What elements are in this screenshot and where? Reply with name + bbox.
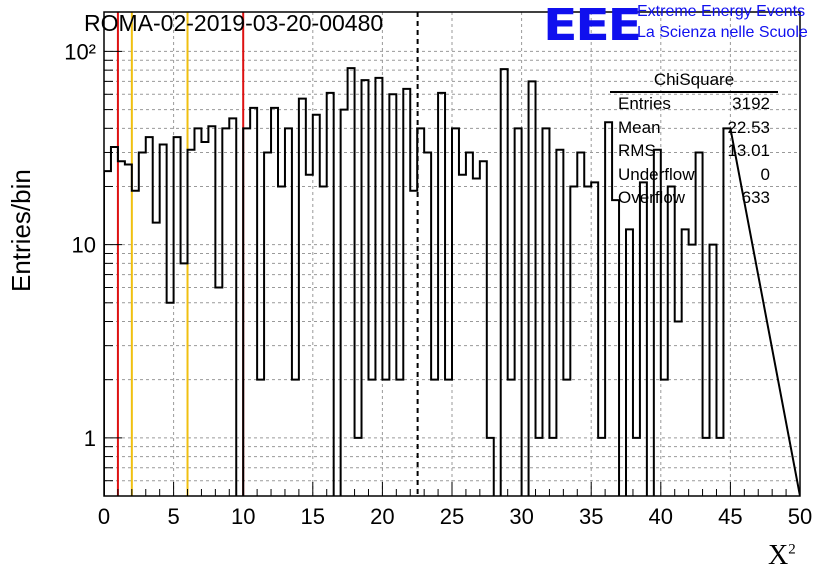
stats-row: Underflow 0 xyxy=(610,164,778,188)
stats-key: Underflow xyxy=(618,164,695,184)
x-tick-label: 10 xyxy=(231,504,255,529)
stats-row: Mean 22.53 xyxy=(610,117,778,141)
x-tick-label: 25 xyxy=(440,504,464,529)
stats-value: 3192 xyxy=(732,94,770,113)
x-axis-label: X2 xyxy=(768,540,796,572)
x-tick-label: 5 xyxy=(167,504,179,529)
stats-title: ChiSquare xyxy=(610,70,778,93)
stats-row: Overflow 633 xyxy=(610,187,778,211)
x-axis-label-sup: 2 xyxy=(788,541,796,558)
x-tick-label: 0 xyxy=(98,504,110,529)
x-tick-label: 50 xyxy=(788,504,812,529)
y-axis-label: Entries/bin xyxy=(6,169,36,292)
histogram-line xyxy=(104,67,800,496)
stats-value: 633 xyxy=(741,188,770,207)
marker-lines xyxy=(116,12,419,496)
x-tick-label: 15 xyxy=(301,504,325,529)
x-axis-label-text: X xyxy=(768,540,789,571)
stats-value: 0 xyxy=(760,164,770,184)
x-tick-label: 45 xyxy=(718,504,742,529)
y-tick-label: 1 xyxy=(84,426,96,451)
y-tick-label: 10 xyxy=(72,233,96,258)
stats-value: 22.53 xyxy=(727,117,770,137)
stats-key: Mean xyxy=(618,117,661,137)
eee-logo: EEE xyxy=(543,0,642,51)
chart-title: ROMA-02-2019-03-20-00480 xyxy=(84,10,384,36)
x-tick-label: 20 xyxy=(370,504,394,529)
x-tick-label: 35 xyxy=(579,504,603,529)
x-tick-label: 40 xyxy=(649,504,673,529)
y-tick-label: 10² xyxy=(64,39,96,64)
stats-key: RMS xyxy=(618,141,656,160)
logo-line-2: La Scienza nelle Scuole xyxy=(637,24,808,41)
stats-value: 13.01 xyxy=(727,141,770,160)
logo-line-1: Extreme Energy Events xyxy=(637,3,806,20)
stats-key: Overflow xyxy=(618,188,686,207)
stats-box: ChiSquare Entries 3192 Mean 22.53 RMS 13.01… xyxy=(610,70,778,211)
stats-row: Entries 3192 xyxy=(610,93,778,117)
axis-ticks: 0 5 10 15 20 25 30 35 40 45 50 1 10 10² xyxy=(64,39,812,529)
stats-key: Entries xyxy=(618,94,671,113)
x-tick-label: 30 xyxy=(509,504,533,529)
stats-row: RMS 13.01 xyxy=(610,140,778,164)
